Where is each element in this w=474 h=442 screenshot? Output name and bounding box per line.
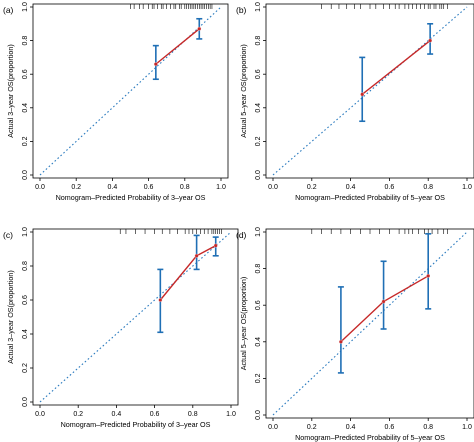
x-tick-label: 0.0 xyxy=(35,184,45,191)
calibration-line xyxy=(340,275,429,343)
reference-diagonal xyxy=(272,231,468,416)
y-tick-label: 0.6 xyxy=(255,69,262,79)
calibration-line xyxy=(361,40,431,95)
y-tick-label: 0.8 xyxy=(255,264,262,274)
calibration-point xyxy=(381,299,386,304)
calibration-point xyxy=(428,38,433,43)
x-tick-label: 0.0 xyxy=(35,411,45,418)
y-tick-label: 0.2 xyxy=(255,373,262,383)
y-tick-label: 0.6 xyxy=(22,69,29,79)
x-tick-label: 0.6 xyxy=(150,411,160,418)
reference-diagonal xyxy=(39,6,222,176)
x-tick-label: 0.6 xyxy=(385,424,395,431)
x-tick-label: 0.4 xyxy=(108,184,118,191)
x-axis-title: Nomogram–Predicted Probability of 3–year… xyxy=(61,420,211,429)
x-tick-label: 0.6 xyxy=(144,184,154,191)
x-tick-label: 0.0 xyxy=(268,424,278,431)
panel-label: (a) xyxy=(3,5,14,15)
calibration-point xyxy=(158,298,163,302)
panel-label: (c) xyxy=(3,230,13,240)
y-axis-title: Actual 3–year OS(proportion) xyxy=(6,270,15,363)
y-tick-label: 0.0 xyxy=(22,170,29,180)
calibration-point xyxy=(338,339,343,344)
x-tick-label: 0.4 xyxy=(112,411,122,418)
x-tick-label: 0.6 xyxy=(385,184,395,191)
y-tick-label: 1.0 xyxy=(255,2,262,12)
calibration-line xyxy=(159,244,217,301)
x-axis-title: Nomogram–Predicted Probability of 3–year… xyxy=(56,193,206,202)
x-tick-label: 0.2 xyxy=(73,411,83,418)
y-tick-label: 0.4 xyxy=(255,103,262,113)
y-tick-label: 0.6 xyxy=(22,295,29,305)
y-tick-label: 0.4 xyxy=(22,103,29,113)
x-tick-label: 1.0 xyxy=(462,184,472,191)
y-tick-label: 1.0 xyxy=(22,2,29,12)
y-tick-label: 0.8 xyxy=(22,261,29,271)
x-tick-label: 0.0 xyxy=(268,184,278,191)
reference-diagonal xyxy=(272,6,468,176)
y-tick-label: 0.4 xyxy=(22,329,29,339)
x-tick-label: 0.4 xyxy=(346,184,356,191)
x-axis-title: Nomogram–Predicted Probability of 5–year… xyxy=(295,433,445,442)
x-tick-label: 0.8 xyxy=(423,424,433,431)
calibration-point xyxy=(153,62,158,67)
x-tick-label: 0.2 xyxy=(307,424,317,431)
y-axis-title: Actual 5–year OS(proportion) xyxy=(239,44,248,137)
panel-label: (b) xyxy=(236,5,247,15)
panel-b: 0.0 0.2 0.4 0.6 0.8 1.0 0.0 0.2 0.4 0.6 0.8 1.0 Nomo… xyxy=(236,2,474,202)
calibration-point xyxy=(197,26,202,31)
x-tick-label: 1.0 xyxy=(226,411,236,418)
y-tick-label: 0.2 xyxy=(22,363,29,373)
x-axis-title: Nomogram–Predicted Probability of 5–year… xyxy=(295,193,445,202)
x-tick-label: 0.2 xyxy=(71,184,81,191)
panel-c: 0.0 0.2 0.4 0.6 0.8 1.0 0.0 0.2 0.4 0.6 0.8 1.0 Nomo… xyxy=(3,227,239,429)
y-tick-label: 0.2 xyxy=(255,136,262,146)
plot-frame xyxy=(32,228,239,406)
x-tick-label: 1.0 xyxy=(462,424,472,431)
panel-a: 0.0 0.2 0.4 0.6 0.8 1.0 0.0 0.2 0.4 0.6 0.8 1.0 Nomo… xyxy=(3,2,229,202)
x-tick-label: 0.4 xyxy=(346,424,356,431)
y-tick-label: 0.2 xyxy=(22,136,29,146)
x-tick-label: 0.8 xyxy=(180,184,190,191)
x-tick-label: 0.2 xyxy=(307,184,317,191)
y-tick-label: 0.0 xyxy=(255,410,262,420)
y-axis-title: Actual 5–year OS(proportion) xyxy=(239,277,248,370)
y-tick-label: 0.8 xyxy=(22,36,29,46)
panel-label: (d) xyxy=(236,230,247,240)
y-tick-label: 0.4 xyxy=(255,337,262,347)
calibration-point xyxy=(213,243,218,248)
y-axis-title: Actual 3–year OS(proportion) xyxy=(6,44,15,137)
x-tick-label: 0.8 xyxy=(188,411,198,418)
calibration-line xyxy=(155,28,200,65)
x-tick-label: 0.8 xyxy=(423,184,433,191)
y-tick-label: 0.0 xyxy=(22,397,29,407)
y-tick-label: 0.6 xyxy=(255,300,262,310)
reference-diagonal xyxy=(39,231,232,403)
y-tick-label: 0.0 xyxy=(255,170,262,180)
y-tick-label: 1.0 xyxy=(255,227,262,237)
y-tick-label: 0.8 xyxy=(255,36,262,46)
x-tick-label: 1.0 xyxy=(216,184,226,191)
calibration-point xyxy=(426,273,431,278)
panel-d: 0.0 0.2 0.4 0.6 0.8 1.0 0.0 0.2 0.4 0.6 0.8 1.0 Nomo… xyxy=(236,227,474,442)
calibration-point xyxy=(194,253,199,258)
calibration-point xyxy=(360,92,365,97)
y-tick-label: 1.0 xyxy=(22,227,29,237)
